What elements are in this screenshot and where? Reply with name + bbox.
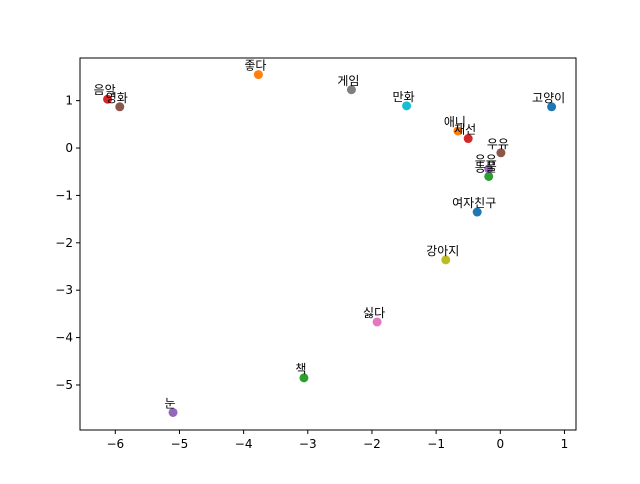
data-point [472,207,482,217]
x-tick-label: −4 [235,437,253,451]
x-tick-label: −2 [363,437,381,451]
data-point [168,407,178,417]
data-label: 애니 [444,115,466,129]
x-tick-label: 0 [496,437,504,451]
data-point [484,171,494,181]
data-label: 눈 [165,396,176,410]
data-label: 영화 [106,91,128,105]
data-point [496,148,506,158]
data-label: 우유 [487,137,509,151]
data-point [441,255,451,265]
data-label: 여자친구 [452,196,496,210]
y-tick-label: −1 [55,188,73,202]
y-tick-label: −2 [55,236,73,250]
data-label: 좋다 [244,59,266,73]
data-point [484,164,494,174]
data-point [402,101,412,111]
data-point [463,134,473,144]
data-point [346,85,356,95]
data-label: 만화 [393,90,415,104]
x-tick-label: −1 [427,437,445,451]
data-points [103,70,557,417]
data-label: 동물 [475,160,497,174]
data-label: 싫다 [363,306,385,320]
x-tick-label: −6 [106,437,124,451]
data-point [253,70,263,80]
data-label: 우유 [475,153,497,167]
data-point [547,102,557,112]
y-tick-label: 1 [65,94,73,108]
y-tick-label: 0 [65,141,73,155]
axis-ticks: −6 −5 −4 −3 −2 −1 0 1 −5 −4 −3 −2 −1 0 1 [55,94,568,451]
y-tick-label: −5 [55,378,73,392]
data-point [115,102,125,112]
data-label: 재선 [454,123,476,137]
data-label: 게임 [337,74,359,88]
data-point [103,94,113,104]
data-label: 음악 [94,83,116,97]
data-point [299,373,309,383]
x-tick-label: −3 [299,437,317,451]
x-tick-label: 1 [561,437,569,451]
y-tick-label: −4 [55,331,73,345]
data-label: 강아지 [426,244,459,258]
data-point [372,317,382,327]
data-label: 책 [295,361,306,376]
plot-frame [79,57,577,431]
x-tick-label: −5 [171,437,189,451]
data-point [453,126,463,136]
y-tick-label: −3 [55,283,73,297]
data-label: 고양이 [532,91,565,105]
